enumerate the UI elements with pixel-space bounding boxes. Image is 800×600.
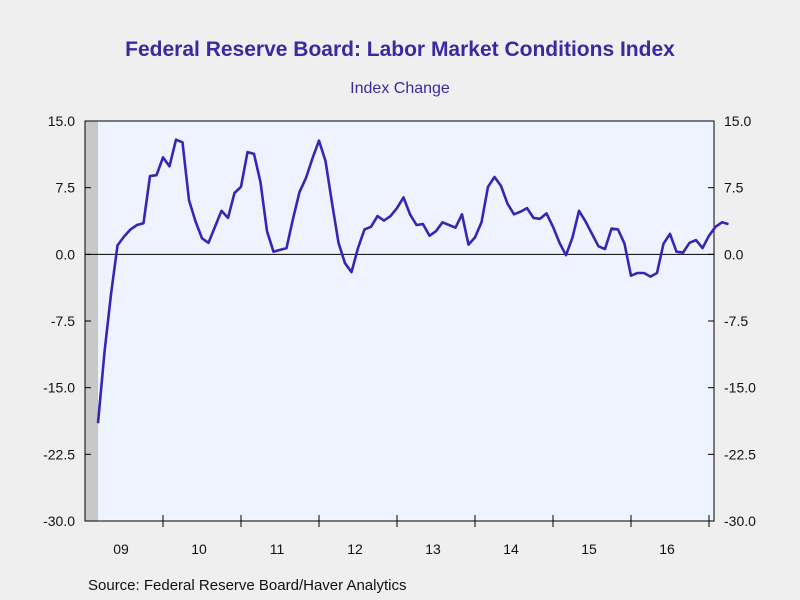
x-tick-label: 10 xyxy=(191,541,207,557)
x-tick-label: 15 xyxy=(581,541,597,557)
chart-subtitle: Index Change xyxy=(350,80,450,97)
recession-shade xyxy=(85,121,98,521)
y-tick-label-left: 7.5 xyxy=(56,180,76,196)
y-tick-label-left: -22.5 xyxy=(43,446,75,462)
x-tick-label: 09 xyxy=(113,541,129,557)
x-tick-label: 11 xyxy=(270,541,285,557)
y-tick-label-right: -7.5 xyxy=(724,313,748,329)
chart-title: Federal Reserve Board: Labor Market Cond… xyxy=(125,38,675,61)
y-tick-label-left: -7.5 xyxy=(51,313,75,329)
y-tick-label-right: -15.0 xyxy=(724,380,756,396)
x-tick-label: 12 xyxy=(347,541,363,557)
y-tick-label-left: -30.0 xyxy=(43,513,75,529)
y-tick-label-right: -30.0 xyxy=(724,513,756,529)
y-tick-label-left: -15.0 xyxy=(43,380,75,396)
x-tick-label: 14 xyxy=(503,541,519,557)
x-tick-label: 16 xyxy=(659,541,675,557)
x-tick-label: 13 xyxy=(425,541,441,557)
y-tick-label-left: 0.0 xyxy=(56,246,76,262)
y-tick-label-right: 0.0 xyxy=(724,246,744,262)
y-tick-label-left: 15.0 xyxy=(48,113,75,129)
y-tick-label-right: 15.0 xyxy=(724,113,751,129)
source-note: Source: Federal Reserve Board/Haver Anal… xyxy=(88,577,407,594)
plot-area xyxy=(85,121,714,521)
y-tick-label-right: -22.5 xyxy=(724,446,756,462)
series-line xyxy=(96,138,729,424)
y-tick-label-right: 7.5 xyxy=(724,180,744,196)
